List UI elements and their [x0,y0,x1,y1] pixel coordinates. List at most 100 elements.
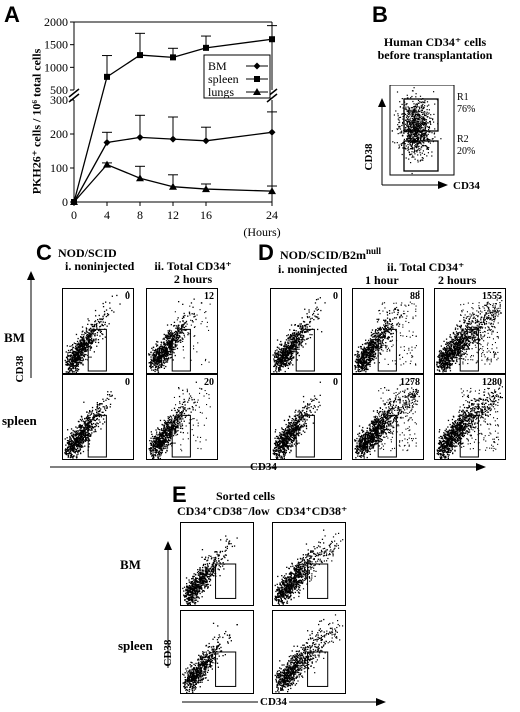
b-dot [422,103,424,105]
flow-dot [373,362,376,364]
flow-dot [178,410,180,413]
flow-dot [291,346,293,348]
flow-dot [66,450,68,452]
flow-dot [107,314,109,317]
flow-dot [99,403,102,405]
flow-dot [300,323,302,325]
flow-dot [313,310,316,312]
flow-dot [171,420,173,422]
b-dot [419,142,421,144]
flow-dot [91,335,93,337]
flow-dot [82,437,84,440]
flow-dot-extra [199,387,201,389]
flow-dot [88,328,90,331]
b-dot [402,121,404,124]
flow-dot [85,420,87,422]
b-dot [414,109,416,111]
b-dot [409,136,411,138]
b-dot [425,113,427,115]
flow-dot [76,440,79,442]
flow-dot [161,360,163,362]
flow-dot [192,306,194,308]
flow-dot [167,438,170,440]
flow-dot [86,416,88,419]
b-dot [418,148,420,150]
flow-dot [183,326,186,329]
flow-dot [168,353,170,356]
flow-dot [285,363,287,365]
flow-dot [369,363,371,365]
flow-dot [308,311,310,313]
flow-dot [279,343,281,345]
a-marker-triangle [169,182,177,190]
flow-dot [76,365,78,367]
flow-dot [169,357,172,359]
flow-dot [156,359,158,361]
b-dot [427,122,429,124]
flow-dot [160,357,162,359]
flow-dot [374,355,376,357]
flow-dot [74,430,76,432]
flow-dot [71,370,73,372]
b-dot [424,129,426,131]
flow-dot [400,304,402,306]
flow-dot-extra [194,409,196,411]
flow-dot [160,433,163,435]
flow-dot [79,355,81,357]
flow-dot [181,331,183,333]
b-dot [429,120,431,122]
flow-dot [151,362,153,365]
flow-dot [157,428,159,430]
b-dot [421,135,423,137]
flow-dot [80,352,82,354]
flow-dot [66,442,69,444]
flow-dot [74,442,76,444]
flow-dot [168,439,170,442]
b-dot [428,127,431,129]
flow-dot [287,341,289,343]
flow-dot [168,333,170,335]
flow-dot [369,359,372,362]
flow-dot [284,348,287,350]
b-dot [424,133,426,135]
b-dot [408,135,410,137]
flow-dot [294,351,296,353]
b-dot [425,145,427,147]
b-dot [419,114,421,116]
flow-dot [168,433,171,435]
flow-dot [172,429,174,431]
flow-dot [383,324,385,326]
flow-dot [281,352,283,355]
flow-dot [75,430,78,432]
flow-dot [80,428,82,430]
b-dot [413,126,415,128]
flow-dot [154,443,156,445]
flow-dot [77,352,79,354]
flow-dot [158,450,160,452]
flow-dot [304,325,307,327]
b-dot [420,111,423,113]
flow-dot [169,332,171,334]
flow-dot [71,450,73,452]
event-count: 0 [125,377,130,388]
flow-dot [278,362,280,364]
flow-dot-extra [178,412,180,414]
b-dot [414,131,417,133]
flow-dot [97,425,100,428]
b-dot [426,109,428,111]
a-legend-label: BM [208,59,227,73]
flow-dot [278,369,280,371]
flow-dot [157,427,159,429]
b-dot [397,128,399,131]
flow-dot [276,339,279,341]
flow-dot [75,443,77,445]
flow-dot [75,343,77,345]
flow-dot [183,329,185,331]
flow-dot [168,347,171,349]
flow-dot [69,364,71,367]
b-dot [405,108,407,110]
b-dot [405,145,407,147]
flow-dot [180,327,183,329]
flow-dot [98,414,100,416]
flow-dot [154,448,157,450]
